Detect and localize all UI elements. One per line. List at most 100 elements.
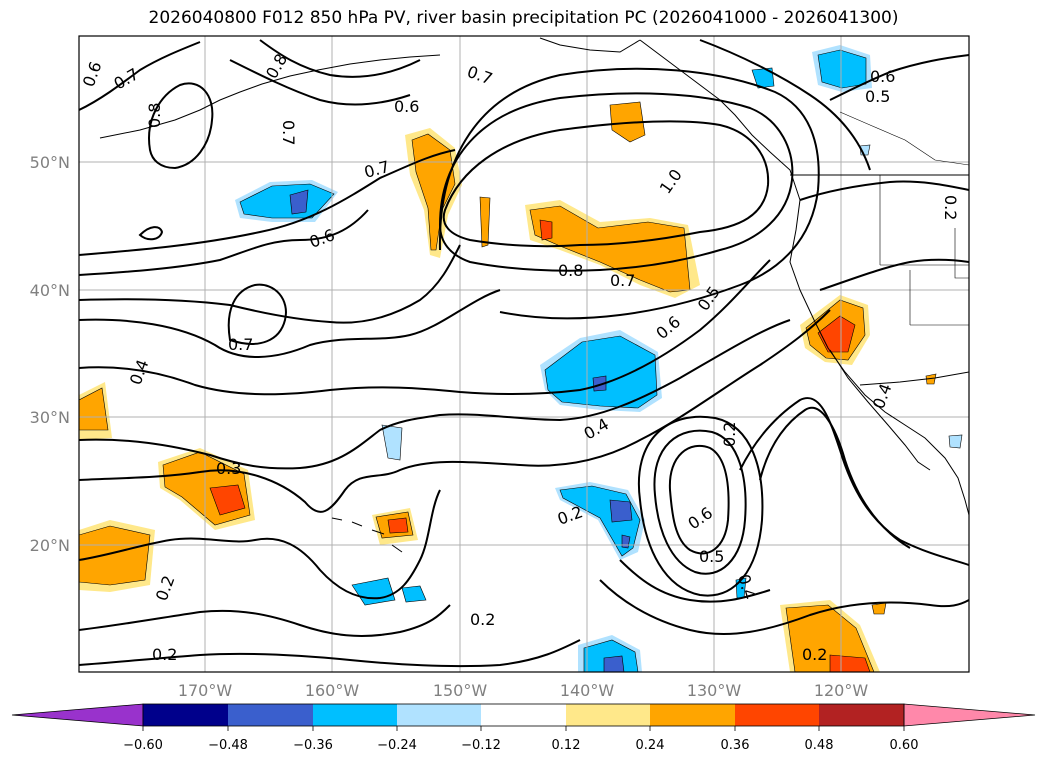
state-borders: [839, 111, 969, 326]
pv-contour: [79, 41, 201, 111]
pv-contour: [438, 92, 794, 272]
alaska-coast: [539, 37, 641, 53]
contour-label: 0.6: [870, 67, 895, 86]
pv-contour: [79, 309, 831, 513]
colorbar-segment: [397, 704, 481, 726]
pv-contour: [148, 82, 214, 170]
colorbar-tick-label: −0.12: [461, 738, 501, 753]
pos-anomaly-region: [529, 205, 691, 293]
north-america-coast: [639, 39, 969, 516]
neg-anomaly-region: [603, 655, 625, 672]
lat-tick-label: 40°N: [30, 281, 70, 300]
colorbar-tick-label: −0.48: [208, 738, 248, 753]
colorbar: −0.60 −0.48 −0.36 −0.24 −0.12 0.12 0.24 …: [11, 703, 1036, 753]
lon-tick-label: 140°W: [560, 681, 615, 700]
contour-label: 0.2: [152, 645, 177, 664]
coastlines: [99, 37, 969, 553]
colorbar-segment: [735, 704, 819, 726]
pos-anomaly-region: [387, 517, 409, 534]
pos-anomaly-region: [411, 133, 456, 251]
lat-axis: 50°N 40°N 30°N 20°N: [30, 153, 70, 555]
pv-contour: [79, 259, 771, 396]
pos-anomaly-region: [785, 604, 875, 672]
pv-contour: [599, 579, 969, 635]
pv-contour: [699, 39, 871, 171]
pos-anomaly-region: [829, 654, 871, 672]
neg-anomaly-region: [381, 424, 403, 461]
contour-label: 0.6: [394, 97, 419, 116]
pos-anomaly-region: [817, 315, 856, 353]
baja-california-coast: [829, 349, 931, 471]
pos-anomaly-region: [209, 484, 246, 516]
neg-anomaly-region: [817, 49, 867, 89]
colorbar-segment: [228, 704, 313, 726]
colorbar-frame: [142, 703, 905, 727]
pv-contour: [138, 226, 164, 241]
pv-contour: [819, 258, 969, 291]
pv-contour: [79, 319, 791, 470]
pv-contour: [229, 59, 411, 106]
pv-contour: [79, 489, 441, 600]
lon-tick-label: 150°W: [433, 681, 488, 700]
pv-contour: [759, 407, 911, 549]
contour-label: 0.5: [865, 87, 890, 106]
colorbar-tick-label: −0.36: [293, 738, 333, 753]
colorbar-segment: [650, 704, 735, 726]
lon-tick-label: 160°W: [305, 681, 360, 700]
colorbar-segment: [566, 704, 650, 726]
lat-tick-label: 50°N: [30, 153, 70, 172]
pos-anomaly-region: [79, 525, 151, 586]
colorbar-tick-label: 0.60: [890, 738, 919, 753]
contour-label: 0.2: [941, 195, 960, 220]
pos-anomaly-region: [479, 196, 491, 248]
colorbar-segment: [313, 704, 397, 726]
pv-contour: [442, 120, 770, 248]
colorbar-segment: [143, 704, 228, 726]
lon-tick-label: 120°W: [814, 681, 869, 700]
neg-anomaly-region: [351, 577, 396, 606]
pos-anomaly-region: [871, 602, 887, 615]
contour-label: 0.8: [558, 261, 583, 280]
pos-anomaly-region: [539, 219, 553, 241]
contour-labels: 0.6 0.7 0.8 0.7 0.8 0.7 0.6 0.6 0.5 0.7 …: [79, 50, 960, 664]
pv-contour: [637, 415, 764, 597]
pos-anomaly-region: [79, 387, 109, 431]
colorbar-tick-label: 0.48: [805, 738, 834, 753]
neg-anomaly-region: [583, 639, 639, 672]
contour-label: 0.8: [145, 103, 164, 128]
pv-contour: [79, 244, 461, 324]
aleutian-islands: [99, 54, 441, 139]
colorbar-segment: [481, 704, 566, 726]
pv-contour: [668, 444, 730, 555]
pv-contour: [259, 39, 421, 78]
pv-contour: [829, 54, 969, 101]
colorbar-tick-label: 0.24: [636, 738, 665, 753]
map-frame: [78, 35, 970, 673]
colorbar-tick-label: 0.12: [552, 738, 581, 753]
pv-contour: [653, 429, 747, 575]
pv-contour: [79, 149, 456, 256]
pv-contour: [79, 209, 369, 276]
contour-label: 0.2: [720, 422, 739, 447]
neg-anomaly-region: [239, 183, 335, 219]
colorbar-tick-label: 0.36: [721, 738, 750, 753]
contour-label: 0.2: [470, 610, 495, 629]
colorbar-extend-high: [903, 703, 1036, 727]
colorbar-segment: [819, 704, 904, 726]
contour-label: 0.3: [216, 459, 241, 478]
us-mexico-border: [859, 371, 969, 386]
contour-label: 0.5: [699, 547, 724, 566]
hawaii-islands: [331, 517, 403, 553]
lon-tick-label: 170°W: [178, 681, 233, 700]
lon-axis: 170°W 160°W 150°W 140°W 130°W 120°W: [178, 681, 869, 700]
neg-anomaly-region: [401, 585, 427, 603]
pv-contour: [739, 397, 969, 566]
neg-anomaly-region: [609, 499, 633, 523]
colorbar-tick-label: −0.24: [377, 738, 417, 753]
contour-label: 0.7: [228, 335, 253, 354]
contour-label: 0.2: [802, 645, 827, 664]
pv-contour: [79, 639, 581, 668]
lat-tick-label: 30°N: [30, 408, 70, 427]
pv-contour: [79, 289, 501, 358]
